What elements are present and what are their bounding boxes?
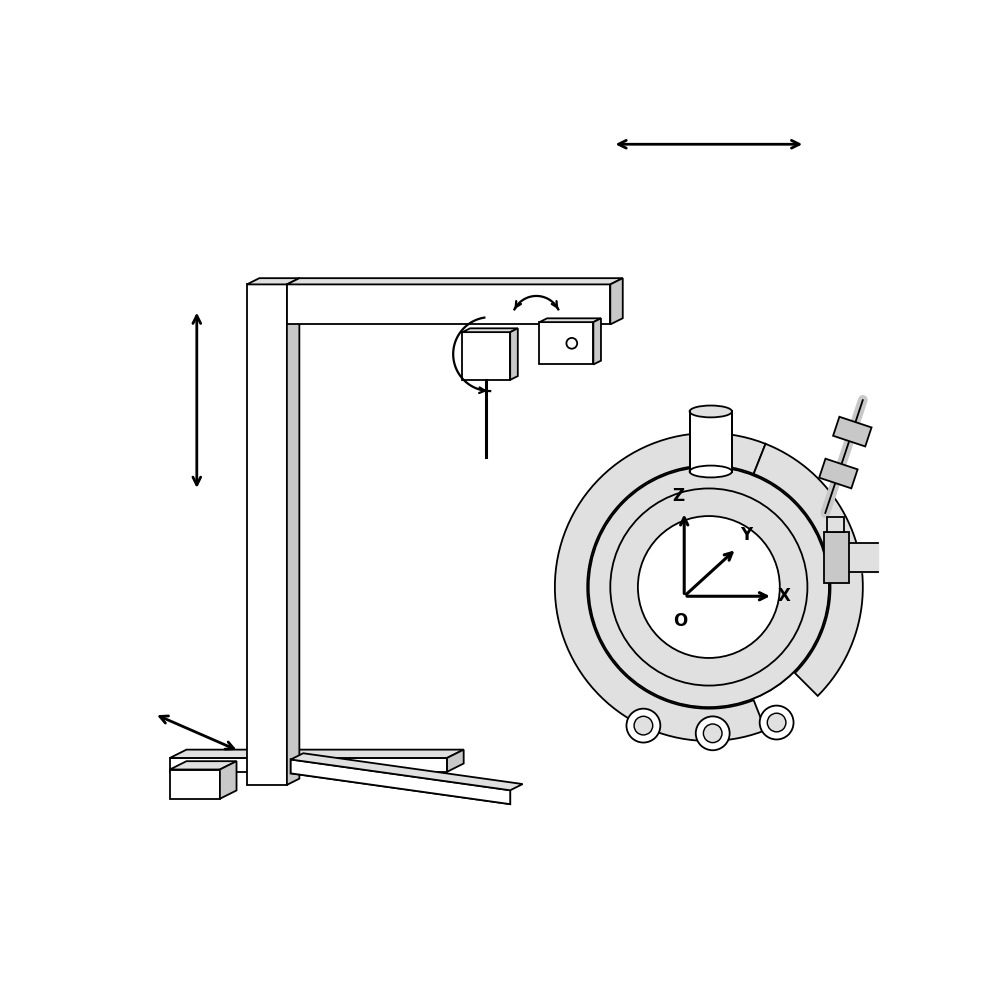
Polygon shape: [824, 532, 849, 584]
Polygon shape: [170, 769, 220, 799]
Circle shape: [626, 708, 660, 743]
Polygon shape: [287, 278, 623, 284]
Polygon shape: [170, 762, 237, 769]
Polygon shape: [754, 444, 863, 696]
Polygon shape: [291, 760, 510, 804]
Polygon shape: [170, 750, 464, 758]
Polygon shape: [555, 433, 766, 741]
Polygon shape: [170, 758, 447, 771]
Circle shape: [610, 488, 808, 687]
Ellipse shape: [690, 405, 732, 417]
Circle shape: [589, 466, 829, 707]
Polygon shape: [220, 762, 237, 799]
Circle shape: [703, 724, 722, 743]
Circle shape: [638, 516, 780, 658]
Polygon shape: [690, 411, 732, 471]
Circle shape: [589, 466, 829, 707]
Polygon shape: [291, 754, 523, 790]
Circle shape: [610, 488, 807, 686]
Ellipse shape: [690, 465, 732, 477]
Polygon shape: [462, 329, 518, 333]
Circle shape: [610, 488, 807, 686]
Circle shape: [638, 516, 780, 658]
Polygon shape: [819, 459, 858, 488]
Circle shape: [696, 716, 730, 750]
Circle shape: [610, 488, 807, 686]
Circle shape: [566, 338, 577, 348]
Polygon shape: [287, 284, 610, 325]
Text: Y: Y: [740, 525, 752, 544]
Polygon shape: [593, 318, 601, 364]
Circle shape: [634, 716, 653, 735]
Polygon shape: [247, 284, 287, 785]
Circle shape: [638, 516, 780, 658]
Polygon shape: [462, 333, 510, 380]
Text: O: O: [673, 612, 687, 630]
Circle shape: [760, 706, 794, 739]
Polygon shape: [833, 417, 872, 447]
Polygon shape: [539, 318, 601, 322]
Polygon shape: [827, 517, 844, 532]
Polygon shape: [247, 278, 299, 284]
Polygon shape: [539, 322, 593, 364]
Polygon shape: [291, 760, 510, 804]
Polygon shape: [447, 750, 464, 771]
Circle shape: [767, 713, 786, 732]
Circle shape: [638, 516, 780, 658]
Polygon shape: [510, 329, 518, 380]
Text: Z: Z: [672, 487, 684, 506]
Polygon shape: [287, 278, 299, 785]
Text: X: X: [778, 587, 791, 605]
Polygon shape: [610, 278, 623, 325]
Ellipse shape: [826, 543, 832, 573]
